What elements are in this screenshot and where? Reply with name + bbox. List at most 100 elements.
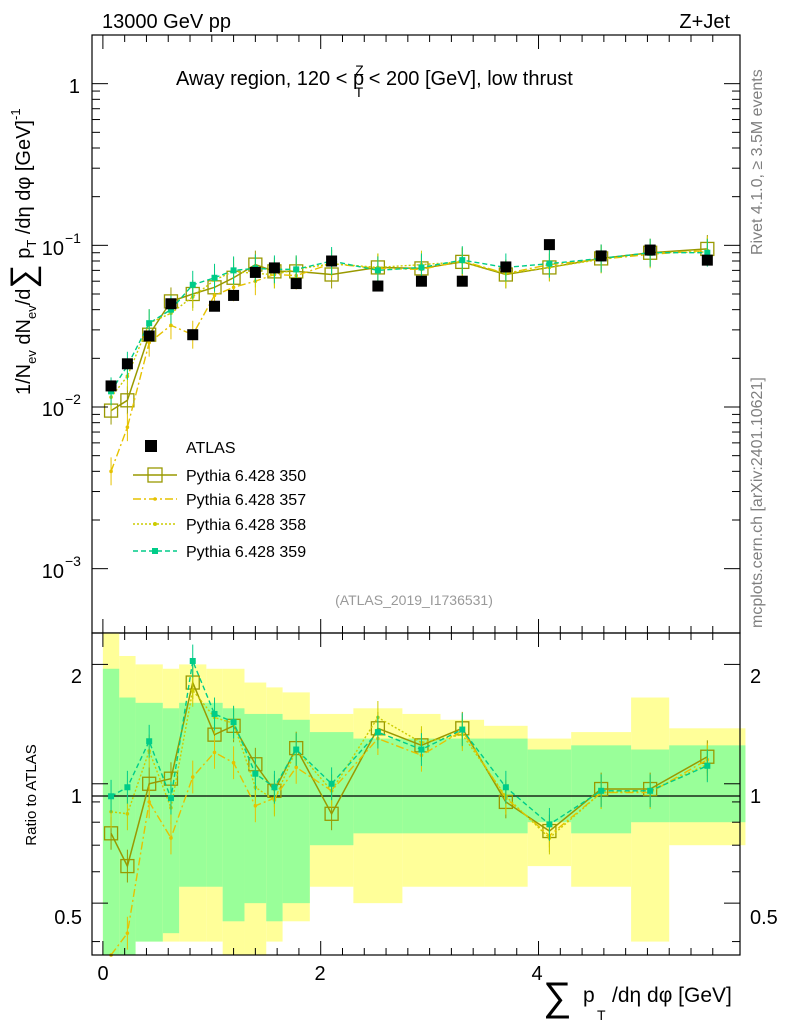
ratio-point <box>418 746 425 753</box>
ratio-point <box>374 729 381 736</box>
legend-marker-350 <box>147 467 163 483</box>
title-rest: < 200 [GeV], low thrust <box>363 68 573 90</box>
uncertainty-band-stat <box>179 702 207 887</box>
ratio-ytick-label-2: 2 <box>71 666 82 688</box>
ratio-point <box>147 800 151 804</box>
header-right: Z+Jet <box>679 11 730 33</box>
title-sub: T <box>355 84 364 100</box>
legend-label-350: Pythia 6.428 350 <box>186 468 306 485</box>
data-point <box>109 469 113 474</box>
ratio-point <box>546 821 553 828</box>
legend-label-358: Pythia 6.428 358 <box>186 517 306 534</box>
legend-marker-358 <box>153 522 157 526</box>
atlas-point <box>701 254 713 266</box>
data-point <box>147 340 151 345</box>
atlas-point <box>105 380 117 392</box>
data-point <box>211 274 218 281</box>
atlas-point <box>500 261 512 273</box>
legend: ATLAS Pythia 6.428 350 Pythia 6.428 357 … <box>133 440 306 561</box>
ytick-label-0.001-base: 10 <box>42 561 64 583</box>
ratio-plot-frame <box>91 632 741 956</box>
ratio-point <box>190 688 195 693</box>
atlas-point <box>415 275 427 287</box>
ratio-point <box>271 784 278 791</box>
ratio-y-axis-label: Ratio to ATLAS <box>23 744 40 845</box>
ratio-ytick-label-2-right: 2 <box>750 666 761 688</box>
atlas-point <box>228 289 240 301</box>
atlas-point <box>268 262 280 274</box>
data-point <box>146 320 153 327</box>
atlas-point <box>595 250 607 262</box>
ratio-point <box>324 806 339 821</box>
atlas-point <box>187 329 199 341</box>
ratio-point <box>231 760 236 765</box>
ytick-label-0.1: 10 −1 <box>42 230 81 260</box>
ratio-point <box>212 750 217 755</box>
ratio-point <box>169 836 173 840</box>
svg-text:1/Nev dNev/d∑ pT /dη dφ [GeV]: 1/Nev dNev/d∑ pT /dη dφ [GeV]-1 <box>4 108 42 395</box>
xtick-label-4: 4 <box>531 963 542 985</box>
ratio-point <box>125 931 130 935</box>
ratio-ytick-label-0.5: 0.5 <box>54 907 82 929</box>
y-axis-label: 1/Nev dNev/d∑ pT /dη dφ [GeV]-1 <box>4 108 42 395</box>
series-line-357 <box>110 249 708 472</box>
ratio-point <box>230 719 237 726</box>
main-plot: 1 10 −1 10 −2 10 −3 Away region, 120 < p… <box>4 34 741 634</box>
atlas-point <box>644 244 656 256</box>
ratio-point <box>190 775 195 779</box>
ratio-ytick-label-1-right: 1 <box>750 786 761 808</box>
atlas-point <box>209 300 221 312</box>
data-point <box>189 281 196 288</box>
ratio-ytick-label-1: 1 <box>71 786 82 808</box>
ytick-label-0.001: 10 −3 <box>42 553 81 583</box>
series-line-350 <box>110 248 708 412</box>
ratio-point <box>704 762 711 769</box>
atlas-point <box>543 239 555 251</box>
ytick-label-0.01-exp: −2 <box>65 391 81 407</box>
data-point <box>167 306 174 313</box>
uncertainty-band-stat <box>266 713 283 922</box>
svg-text:p: p <box>583 984 595 1007</box>
plot-title: Away region, 120 < pZ T < 200 [GeV], low … <box>176 62 573 100</box>
data-point <box>418 264 425 271</box>
ratio-point <box>120 858 135 874</box>
ratio-point <box>253 803 258 808</box>
ratio-point <box>598 787 605 794</box>
svg-text:Away region, 120 < pZT < 200 [: Away region, 120 < pZ T < 200 [GeV], low … <box>176 62 573 100</box>
ratio-point <box>647 787 654 794</box>
legend-label-atlas: ATLAS <box>186 440 236 457</box>
ytick-label-0.1-base: 10 <box>42 238 64 260</box>
ratio-ytick-label-0.5-right: 0.5 <box>750 907 778 929</box>
series-line-359 <box>110 252 708 392</box>
header-left: 13000 GeV pp <box>102 11 231 33</box>
xtick-label-2: 2 <box>314 963 325 985</box>
data-point <box>374 267 381 274</box>
atlas-point <box>165 298 177 310</box>
ytick-label-0.001-exp: −3 <box>65 553 81 569</box>
svg-text:∑: ∑ <box>543 975 572 1019</box>
title-main: Away region, 120 < p <box>176 68 364 90</box>
data-point <box>212 293 217 298</box>
title-sup: Z <box>355 62 364 78</box>
data-point <box>704 249 711 256</box>
ratio-point <box>459 726 466 733</box>
atlas-point <box>290 278 302 290</box>
ratio-point <box>146 738 153 745</box>
ratio-point <box>502 784 509 791</box>
xlabel-text: /dη dφ [GeV] <box>612 984 732 1007</box>
ratio-point <box>124 784 131 791</box>
analysis-tag: (ATLAS_2019_I1736531) <box>335 592 493 608</box>
ratio-point <box>189 657 196 664</box>
x-axis-label: ∑ p T /dη dφ [GeV] <box>543 975 732 1023</box>
atlas-point <box>456 275 468 287</box>
data-point <box>459 257 466 264</box>
ratio-point <box>328 780 335 787</box>
atlas-point <box>143 330 155 342</box>
data-point <box>231 285 236 290</box>
ratio-point <box>211 710 218 717</box>
ratio-point <box>293 746 300 753</box>
data-point <box>546 260 553 267</box>
svg-text:T: T <box>597 1007 606 1023</box>
ratio-point <box>125 811 130 816</box>
